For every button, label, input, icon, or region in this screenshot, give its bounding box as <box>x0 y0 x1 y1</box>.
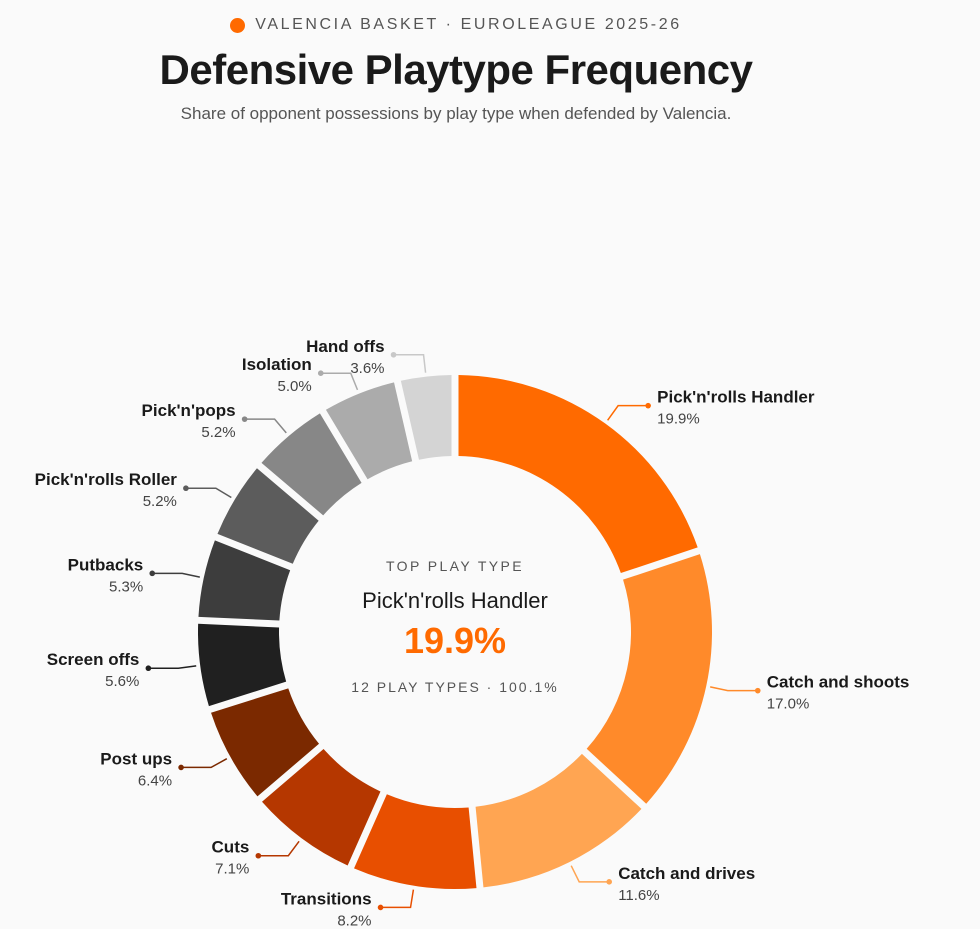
label-cuts: Cuts <box>212 838 250 857</box>
slice-labels: Pick'n'rolls Handler 19.9% Catch and shoot… <box>35 337 910 929</box>
label-screen-offs: Screen offs <box>47 650 140 669</box>
leader-post-ups <box>181 758 228 769</box>
label-pick-n-rolls-handler: Pick'n'rolls Handler <box>657 388 815 407</box>
leader-dot-catch-and-drives <box>606 879 612 885</box>
leader-transitions <box>380 889 415 909</box>
chart-title: Defensive Playtype Frequency <box>159 46 753 93</box>
label-post-ups: Post ups <box>100 749 172 768</box>
center-summary: TOP PLAY TYPE Pick'n'rolls Handler 19.9%… <box>351 558 558 695</box>
slice-putbacks <box>198 540 291 621</box>
slice-hand-offs <box>400 375 452 460</box>
value-post-ups: 6.4% <box>138 772 172 789</box>
leader-dot-transitions <box>377 904 384 911</box>
label-transitions: Transitions <box>281 889 372 908</box>
value-cuts: 7.1% <box>215 861 249 878</box>
leader-dot-catch-and-shoots <box>754 687 761 694</box>
leader-dot-pick-n-rolls-handler <box>645 402 651 409</box>
leader-catch-and-drives <box>570 865 610 883</box>
leader-cuts <box>258 840 300 857</box>
slice-post-ups <box>211 688 320 797</box>
leader-putbacks <box>152 572 200 578</box>
value-screen-offs: 5.6% <box>105 673 139 690</box>
value-isolation: 5.0% <box>278 378 312 395</box>
center-name: Pick'n'rolls Handler <box>362 588 548 613</box>
kicker: VALENCIA BASKET · EUROLEAGUE 2025-26 <box>0 16 912 34</box>
slice-isolation <box>325 382 413 480</box>
label-catch-and-drives: Catch and drives <box>618 864 755 883</box>
leader-catch-and-shoots <box>710 686 758 692</box>
leader-screen-offs <box>148 665 197 669</box>
leader-dot-hand-offs <box>390 351 397 358</box>
slice-pick-n-rolls-handler <box>458 375 698 574</box>
value-catch-and-shoots: 17.0% <box>767 696 810 713</box>
leader-dot-pick-n-rolls-roller <box>183 485 189 492</box>
value-putbacks: 5.3% <box>109 578 143 595</box>
value-catch-and-drives: 11.6% <box>618 887 659 904</box>
value-pick-n-rolls-handler: 19.9% <box>657 411 700 428</box>
kicker-text: VALENCIA BASKET · EUROLEAGUE 2025-26 <box>255 16 682 33</box>
value-transitions: 8.2% <box>337 912 371 929</box>
label-putbacks: Putbacks <box>68 555 144 574</box>
label-hand-offs: Hand offs <box>306 337 384 356</box>
chart-subtitle: Share of opponent possessions by play ty… <box>180 104 732 124</box>
slice-screen-offs <box>198 623 287 707</box>
leader-dot-screen-offs <box>145 665 152 672</box>
leader-dot-putbacks <box>149 570 156 577</box>
slice-pick-n-rolls-roller <box>217 468 319 564</box>
center-caption: TOP PLAY TYPE <box>386 558 524 574</box>
leader-pick-n-pops <box>244 418 287 434</box>
donut-slices <box>198 375 712 889</box>
leader-dot-isolation <box>317 370 324 377</box>
leader-dot-pick-n-pops <box>241 416 248 422</box>
leader-hand-offs <box>393 354 427 373</box>
leader-pick-n-rolls-handler <box>607 404 649 421</box>
label-catch-and-shoots: Catch and shoots <box>767 673 910 692</box>
label-pick-n-rolls-roller: Pick'n'rolls Roller <box>35 470 178 489</box>
value-pick-n-rolls-roller: 5.2% <box>143 493 177 510</box>
team-dot-icon <box>230 17 246 33</box>
slice-pick-n-pops <box>261 413 362 516</box>
center-footer: 12 PLAY TYPES · 100.1% <box>351 679 558 695</box>
slice-catch-and-drives <box>475 753 642 888</box>
label-pick-n-pops: Pick'n'pops <box>142 401 236 420</box>
leader-dot-post-ups <box>178 764 184 771</box>
center-value: 19.9% <box>404 620 506 661</box>
slice-catch-and-shoots <box>586 554 712 804</box>
slice-transitions <box>354 794 477 889</box>
leader-lines <box>145 351 761 911</box>
leader-pick-n-rolls-roller <box>185 487 232 499</box>
chart-header: VALENCIA BASKET · EUROLEAGUE 2025-26 Def… <box>0 0 912 124</box>
value-hand-offs: 3.6% <box>350 360 384 377</box>
label-isolation: Isolation <box>242 355 312 374</box>
slice-cuts <box>262 749 381 866</box>
leader-dot-cuts <box>255 852 262 859</box>
leader-isolation <box>320 372 359 391</box>
value-pick-n-pops: 5.2% <box>201 424 235 441</box>
